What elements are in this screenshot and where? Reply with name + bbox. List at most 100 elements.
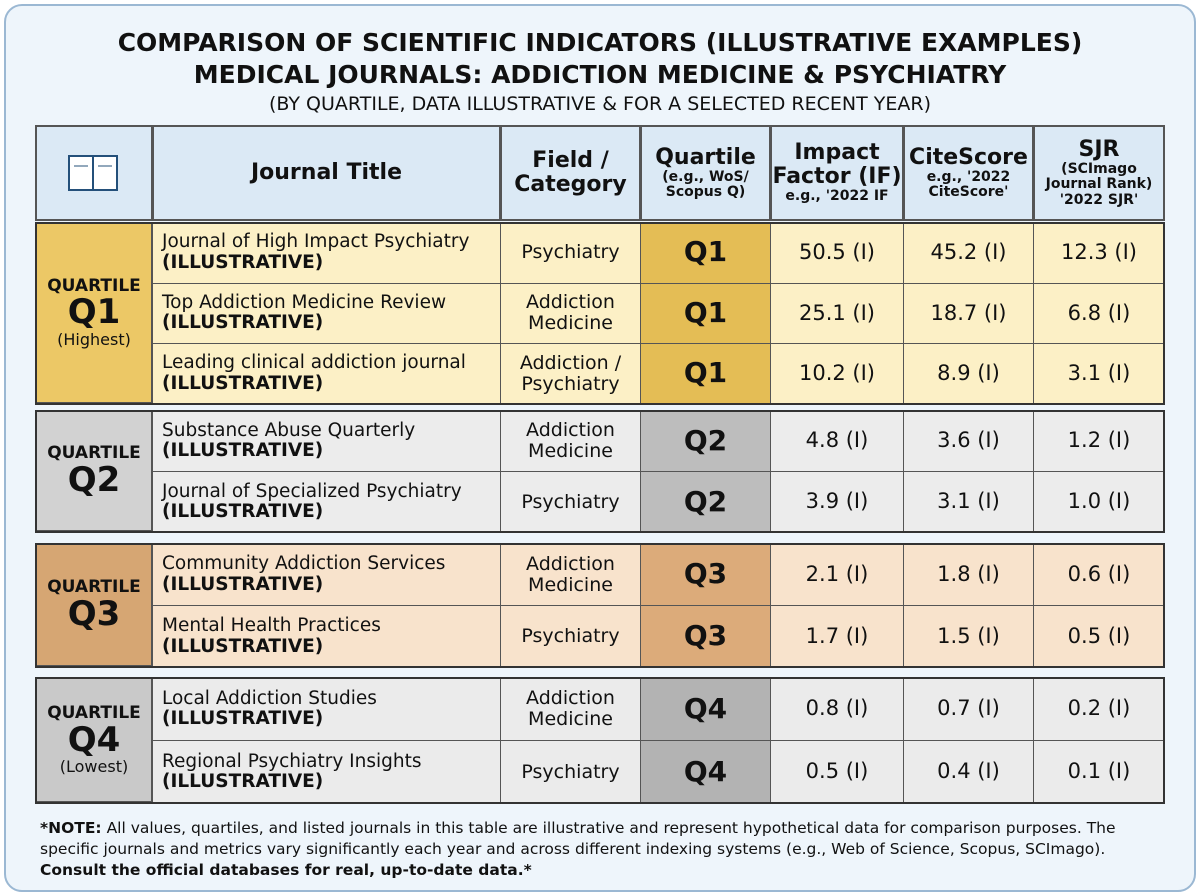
metric-cell: 25.1 (I): [770, 282, 904, 344]
note-closing: Consult the official databases for real,…: [40, 861, 532, 879]
impact-factor: 50.5 (I): [798, 240, 875, 265]
metric-cell: 0.7 (I): [903, 677, 1034, 741]
sjr: 0.2 (I): [1067, 696, 1131, 721]
impact-factor: 2.1 (I): [805, 561, 869, 586]
field-cell: Psychiatry: [500, 222, 641, 284]
metric-cell: 1.0 (I): [1033, 471, 1165, 533]
journal-tag: (ILLUSTRATIVE): [162, 440, 324, 461]
group-label: QUARTILE Q1 (Highest): [35, 222, 153, 404]
field: Addiction Medicine: [526, 291, 615, 335]
header-main: Quartile: [655, 144, 756, 170]
impact-factor: 0.8 (I): [805, 696, 869, 721]
journal-tag: (ILLUSTRATIVE): [162, 312, 324, 334]
title: COMPARISON OF SCIENTIFIC INDICATORS (ILL…: [117, 28, 1083, 57]
sjr: 12.3 (I): [1060, 240, 1137, 265]
field-cell: Psychiatry: [500, 605, 641, 668]
metric-cell: 0.6 (I): [1033, 543, 1165, 606]
metric-cell: 3.6 (I): [903, 410, 1034, 472]
metric-cell: 50.5 (I): [770, 222, 904, 284]
header-sub: e.g., '2022 IF: [785, 188, 889, 205]
group-label-text: QUARTILE: [47, 442, 141, 463]
metric-cell: 0.5 (I): [1033, 605, 1165, 668]
group-quartile: Q1: [67, 292, 121, 333]
title-cell: Journal of Specialized Psychiatry (ILLUST…: [152, 471, 501, 533]
quartile: Q1: [683, 295, 728, 329]
column-header: SJR (SCImago Journal Rank) '2022 SJR': [1033, 125, 1165, 221]
title-cell: Regional Psychiatry Insights (ILLUSTRATIV…: [152, 740, 501, 804]
journal-title: Mental Health Practices: [162, 615, 381, 637]
quartile-cell: Q2: [640, 471, 771, 533]
quartile-cell: Q1: [640, 222, 771, 284]
book-icon: [68, 155, 118, 191]
sjr: 0.6 (I): [1067, 561, 1131, 586]
metric-cell: 8.9 (I): [903, 343, 1034, 405]
metric-cell: 1.2 (I): [1033, 410, 1165, 472]
journal-title: Community Addiction Services: [162, 553, 446, 575]
quartile: Q2: [683, 484, 728, 518]
journal-title: Local Addiction Studies: [162, 687, 377, 709]
group-label: QUARTILE Q3: [35, 543, 153, 667]
citescore: 1.5 (I): [937, 623, 1000, 648]
quartile-cell: Q3: [640, 543, 771, 606]
title: MEDICAL JOURNALS: ADDICTION MEDICINE & P…: [193, 60, 1007, 89]
metric-cell: 0.1 (I): [1033, 740, 1165, 804]
group-quartile: Q2: [67, 459, 121, 500]
note: *NOTE: All values, quartiles, and listed…: [40, 818, 1170, 881]
field: Psychiatry: [521, 241, 620, 264]
quartile-cell: Q4: [640, 677, 771, 741]
metric-cell: 1.5 (I): [903, 605, 1034, 668]
note-text: All values, quartiles, and listed journa…: [40, 819, 1116, 858]
column-header: Field / Category: [500, 125, 641, 221]
metric-cell: 0.8 (I): [770, 677, 904, 741]
metric-cell: 0.4 (I): [903, 740, 1034, 804]
citescore: 0.4 (I): [937, 759, 1000, 784]
metric-cell: 0.5 (I): [770, 740, 904, 804]
metric-cell: 0.2 (I): [1033, 677, 1165, 741]
journal-title: Top Addiction Medicine Review: [162, 291, 447, 313]
group-note: (Lowest): [59, 757, 129, 777]
sjr: 0.5 (I): [1067, 623, 1131, 648]
field-cell: Addiction Medicine: [500, 282, 641, 344]
journal-tag: (ILLUSTRATIVE): [162, 635, 324, 657]
quartile-cell: Q3: [640, 605, 771, 668]
citescore: 3.1 (I): [937, 489, 1000, 514]
group-label-text: QUARTILE: [47, 576, 141, 597]
journal-title: Substance Abuse Quarterly: [162, 419, 416, 441]
title-cell: Local Addiction Studies (ILLUSTRATIVE): [152, 677, 501, 741]
title-cell: Leading clinical addiction journal (ILLUS…: [152, 343, 501, 405]
header-main: Impact Factor (IF): [772, 140, 902, 190]
sjr: 1.2 (I): [1067, 428, 1131, 453]
column-header: Quartile (e.g., WoS/ Scopus Q): [640, 125, 771, 221]
metric-cell: 45.2 (I): [903, 222, 1034, 284]
journal-title: Regional Psychiatry Insights: [162, 750, 422, 772]
field-cell: Addiction Medicine: [500, 410, 641, 472]
field: Psychiatry: [521, 625, 620, 648]
title-cell: Top Addiction Medicine Review (ILLUSTRATI…: [152, 282, 501, 344]
sjr: 0.1 (I): [1067, 759, 1131, 784]
header-main: CiteScore: [909, 144, 1028, 170]
journal-title: Leading clinical addiction journal: [162, 352, 466, 374]
journal-tag: (ILLUSTRATIVE): [162, 251, 324, 273]
metric-cell: 18.7 (I): [903, 282, 1034, 344]
field-cell: Addiction Medicine: [500, 677, 641, 741]
field: Addiction Medicine: [526, 419, 615, 462]
field: Addiction Medicine: [526, 552, 615, 596]
quartile: Q4: [683, 691, 728, 725]
header-sub: (e.g., WoS/ Scopus Q): [662, 168, 749, 201]
group-label: QUARTILE Q2: [35, 410, 153, 532]
quartile: Q2: [683, 423, 728, 457]
field-cell: Addiction / Psychiatry: [500, 343, 641, 405]
impact-factor: 4.8 (I): [805, 428, 869, 453]
citescore: 45.2 (I): [930, 240, 1007, 265]
header-sub: e.g., '2022 CiteScore': [926, 168, 1011, 201]
quartile: Q1: [683, 235, 728, 269]
column-header: Journal Title: [152, 125, 501, 221]
sjr: 1.0 (I): [1067, 489, 1131, 514]
group-quartile: Q3: [67, 593, 121, 634]
quartile-cell: Q2: [640, 410, 771, 472]
title-cell: Journal of High Impact Psychiatry (ILLUST…: [152, 222, 501, 284]
group-label: QUARTILE Q4 (Lowest): [35, 677, 153, 803]
metric-cell: 12.3 (I): [1033, 222, 1165, 284]
header-icon-cell: [35, 125, 153, 221]
journal-title: Journal of High Impact Psychiatry: [162, 231, 470, 253]
